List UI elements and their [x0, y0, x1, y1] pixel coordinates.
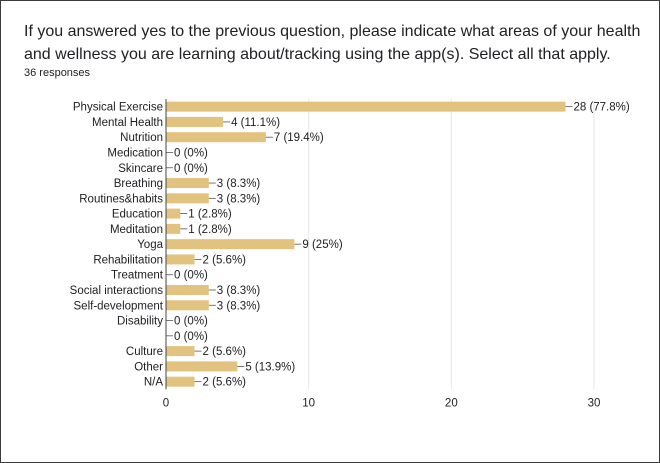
bar	[166, 116, 224, 127]
value-label: 3 (8.3%)	[217, 193, 261, 205]
bar	[166, 300, 209, 311]
category-label: Other	[134, 361, 163, 373]
value-label: 4 (11.1%)	[231, 117, 280, 129]
value-label: 2 (5.6%)	[203, 377, 247, 389]
bar	[166, 101, 566, 112]
value-label: 3 (8.3%)	[217, 300, 261, 312]
category-label: Education	[112, 209, 163, 221]
value-label: 28 (77.8%)	[573, 102, 629, 114]
category-label: Skincare	[118, 163, 163, 175]
value-label: 0 (0%)	[174, 147, 208, 159]
value-label: 5 (13.9%)	[245, 361, 295, 373]
category-label: Culture	[126, 346, 163, 358]
value-label: 1 (2.8%)	[188, 224, 232, 236]
response-count: 36 responses	[24, 67, 91, 79]
bar	[166, 346, 195, 357]
x-tick-label: 20	[445, 397, 458, 409]
value-label: 0 (0%)	[174, 331, 208, 343]
category-label: Routines&habits	[79, 193, 163, 205]
category-label: Self-development	[74, 300, 164, 312]
category-label: Social interactions	[70, 285, 164, 297]
value-label: 7 (19.4%)	[274, 132, 324, 144]
category-label: Physical Exercise	[73, 102, 163, 114]
category-label: Disability	[117, 316, 163, 328]
value-label: 0 (0%)	[174, 163, 208, 175]
value-label: 1 (2.8%)	[188, 209, 232, 221]
bar	[166, 239, 295, 250]
question-title: If you answered yes to the previous ques…	[24, 23, 641, 63]
x-tick-label: 30	[588, 397, 601, 409]
category-label: Yoga	[137, 239, 163, 251]
bar	[166, 132, 266, 143]
value-label: 3 (8.3%)	[217, 285, 261, 297]
category-label: Rehabilitation	[93, 254, 163, 266]
value-label: 0 (0%)	[174, 316, 208, 328]
value-label: 3 (8.3%)	[217, 178, 261, 190]
x-tick-label: 10	[302, 397, 315, 409]
value-label: 9 (25%)	[302, 239, 342, 251]
value-label: 2 (5.6%)	[203, 346, 247, 358]
category-label: Treatment	[111, 270, 164, 282]
bar	[166, 223, 181, 234]
bar	[166, 361, 238, 372]
value-label: 2 (5.6%)	[203, 254, 247, 266]
category-label: Medication	[107, 147, 163, 159]
bar	[166, 376, 195, 387]
category-label: Meditation	[110, 224, 163, 236]
bar	[166, 285, 209, 295]
bar	[166, 254, 195, 265]
value-label: 0 (0%)	[174, 270, 208, 282]
bar	[166, 208, 181, 219]
category-label: Mental Health	[92, 117, 163, 129]
x-tick-label: 0	[163, 397, 169, 409]
category-label: Nutrition	[120, 132, 163, 144]
category-label: Breathing	[114, 178, 163, 190]
category-label: N/A	[144, 377, 164, 389]
bar	[166, 193, 209, 204]
bar	[166, 178, 209, 189]
